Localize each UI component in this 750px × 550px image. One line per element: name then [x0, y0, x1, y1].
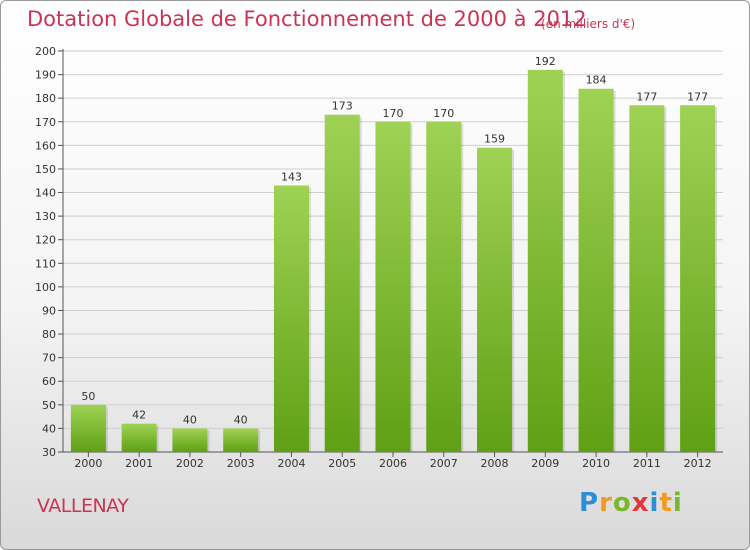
logo-letter: o	[612, 488, 632, 518]
y-tick-label: 80	[42, 328, 56, 341]
y-tick-label: 90	[42, 304, 56, 317]
x-tick-label: 2010	[582, 457, 610, 470]
bar-value-label: 184	[586, 74, 607, 87]
x-tick-label: 2011	[633, 457, 661, 470]
logo-letter: t	[659, 488, 673, 518]
bars	[70, 69, 718, 453]
bar-value-label: 170	[433, 107, 454, 120]
x-tick-label: 2005	[328, 457, 356, 470]
bar	[375, 121, 411, 452]
x-tick-label: 2007	[430, 457, 458, 470]
logo-letter: x	[631, 488, 650, 518]
y-tick-label: 160	[35, 139, 56, 152]
logo-letter: i	[672, 488, 683, 518]
y-tick-label: 140	[35, 187, 56, 200]
logo-letter: P	[579, 488, 600, 518]
chart-title: Dotation Globale de Fonctionnement de 20…	[27, 7, 587, 31]
bar-value-label: 173	[332, 100, 353, 113]
y-tick-label: 100	[35, 281, 56, 294]
bar-value-label: 40	[183, 413, 197, 426]
bar	[578, 88, 614, 452]
x-tick-label: 2004	[277, 457, 305, 470]
bar-value-label: 192	[535, 55, 556, 68]
x-tick-label: 2002	[176, 457, 204, 470]
bar	[172, 428, 208, 452]
bar	[70, 404, 106, 452]
proxiti-logo: Proxiti	[579, 488, 683, 518]
x-tick-label: 2006	[379, 457, 407, 470]
y-tick-label: 130	[35, 210, 56, 223]
place-name: VALLENAY	[37, 495, 129, 517]
x-tick-label: 2003	[227, 457, 255, 470]
bar	[426, 121, 462, 452]
x-tick-label: 2001	[125, 457, 153, 470]
x-tick-label: 2012	[684, 457, 712, 470]
x-tick-label: 2000	[74, 457, 102, 470]
bar-value-label: 143	[281, 170, 302, 183]
bar	[527, 69, 563, 452]
bar	[273, 185, 309, 452]
y-tick-label: 200	[35, 45, 56, 58]
data-labels: 50 42 40 40 143 173 170 170 159 192 184 177 177	[81, 55, 708, 427]
y-tick-label: 150	[35, 163, 56, 176]
bar	[629, 105, 665, 453]
y-tick-label: 180	[35, 92, 56, 105]
logo-letter: r	[599, 488, 613, 518]
bar-value-label: 50	[81, 390, 95, 403]
y-tick-label: 50	[42, 399, 56, 412]
x-tick-label: 2009	[531, 457, 559, 470]
bar-value-label: 42	[132, 409, 146, 422]
y-tick-label: 60	[42, 375, 56, 388]
y-tick-label: 110	[35, 257, 56, 270]
bar-value-label: 170	[383, 107, 404, 120]
bar	[680, 105, 716, 453]
bar-value-label: 40	[234, 413, 248, 426]
y-tick-label: 190	[35, 69, 56, 82]
y-tick-label: 70	[42, 352, 56, 365]
chart-subtitle: (en milliers d'€)	[541, 17, 636, 31]
y-tick-label: 170	[35, 116, 56, 129]
axes: 30 40 50 60 70 80 90 100 110 120 130 140 150 160 170 18…	[35, 45, 723, 470]
y-tick-label: 40	[42, 422, 56, 435]
bar-value-label: 177	[687, 90, 708, 103]
logo-letter: i	[649, 488, 660, 518]
bar	[223, 428, 259, 452]
bar	[477, 147, 513, 452]
x-tick-label: 2008	[481, 457, 509, 470]
bar-value-label: 177	[636, 90, 657, 103]
y-tick-label: 120	[35, 234, 56, 247]
bar	[324, 114, 360, 452]
y-tick-label: 30	[42, 446, 56, 459]
bar-value-label: 159	[484, 133, 505, 146]
bar	[121, 423, 157, 452]
